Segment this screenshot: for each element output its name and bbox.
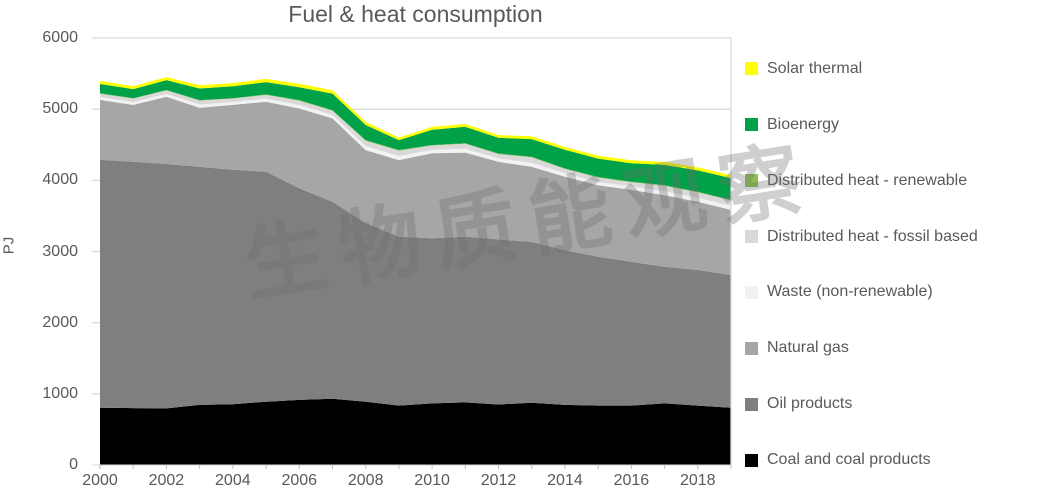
y-tick-label-3000: 3000 xyxy=(42,242,78,260)
y-tick-label-6000: 6000 xyxy=(42,29,78,46)
legend-label-bioenergy: Bioenergy xyxy=(767,115,840,133)
x-tick-label-2004: 2004 xyxy=(215,472,251,489)
area-distributed-heat-fossil-based xyxy=(100,90,731,206)
x-tick-label-2000: 2000 xyxy=(82,472,118,489)
legend-label-gas: Natural gas xyxy=(767,339,849,357)
x-tick-label-2010: 2010 xyxy=(414,472,450,489)
legend-swatch-dh_fossil xyxy=(745,230,758,244)
y-tick-label-2000: 2000 xyxy=(42,313,78,331)
legend-label-dh_fossil: Distributed heat - fossil based xyxy=(767,227,978,245)
legend-label-waste: Waste (non-renewable) xyxy=(767,283,933,301)
y-tick-label-4000: 4000 xyxy=(42,171,78,189)
y-tick-label-5000: 5000 xyxy=(42,100,78,118)
x-tick-label-2006: 2006 xyxy=(281,472,318,489)
legend-item-dh_fossil: Distributed heat - fossil based xyxy=(745,209,1045,265)
legend-swatch-dh_renewable xyxy=(745,174,758,188)
legend-swatch-bioenergy xyxy=(745,118,758,132)
legend-label-coal: Coal and coal products xyxy=(767,451,931,469)
legend-item-waste: Waste (non-renewable) xyxy=(745,265,1045,321)
y-tick-label-1000: 1000 xyxy=(42,384,78,402)
area-oil-products xyxy=(100,159,731,409)
legend-swatch-solar xyxy=(745,62,758,76)
x-tick-label-2018: 2018 xyxy=(679,472,716,489)
legend-item-bioenergy: Bioenergy xyxy=(745,97,1045,153)
legend-item-gas: Natural gas xyxy=(745,320,1045,376)
legend-label-solar: Solar thermal xyxy=(767,59,863,77)
legend-label-oil: Oil products xyxy=(767,395,853,413)
x-tick-label-2012: 2012 xyxy=(480,472,517,489)
legend-swatch-oil xyxy=(745,397,758,411)
y-axis-label: PJ xyxy=(0,236,18,255)
legend-swatch-gas xyxy=(745,341,758,355)
legend-swatch-coal xyxy=(745,453,758,467)
y-tick-label-0: 0 xyxy=(69,456,78,473)
chart-title: Fuel & heat consumption xyxy=(288,1,543,27)
x-tick-label-2008: 2008 xyxy=(347,472,384,489)
x-tick-label-2016: 2016 xyxy=(613,472,650,489)
legend: Solar thermal Bioenergy Distributed heat -… xyxy=(745,41,1045,488)
legend-item-oil: Oil products xyxy=(745,376,1045,432)
legend-item-dh_renewable: Distributed heat - renewable xyxy=(745,153,1045,209)
x-tick-label-2002: 2002 xyxy=(148,472,185,489)
area-bioenergy xyxy=(100,80,731,200)
legend-swatch-waste xyxy=(745,285,758,299)
legend-item-solar: Solar thermal xyxy=(745,41,1045,97)
legend-item-coal: Coal and coal products xyxy=(745,432,1045,488)
area-natural-gas xyxy=(100,96,731,275)
x-tick-label-2014: 2014 xyxy=(547,472,583,489)
area-coal-and-coal-products xyxy=(100,398,731,465)
legend-label-dh_renewable: Distributed heat - renewable xyxy=(767,171,968,189)
